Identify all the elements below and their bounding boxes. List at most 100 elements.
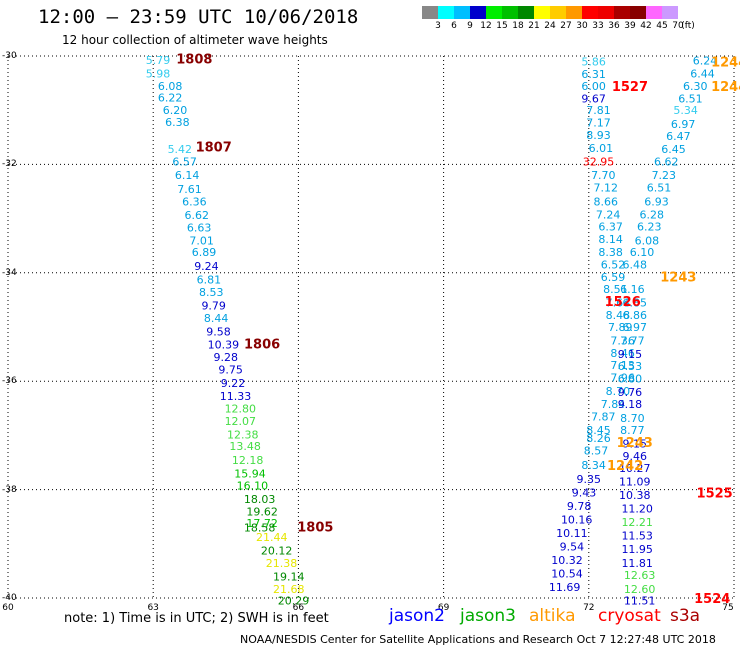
lon-tick-label: 69 bbox=[437, 603, 450, 613]
legend-swatch bbox=[534, 6, 550, 19]
wave-height-value: 8.53 bbox=[199, 286, 224, 299]
satellite-cryosat: cryosat bbox=[598, 606, 661, 626]
legend-swatch bbox=[438, 6, 454, 19]
wave-height-value: 6.36 bbox=[182, 195, 207, 208]
wave-height-value: 5.79 bbox=[146, 54, 171, 67]
legend-swatch bbox=[630, 6, 646, 19]
wave-height-value: 20.12 bbox=[261, 544, 293, 557]
legend-swatch bbox=[550, 6, 566, 19]
wave-height-value: 6.10 bbox=[630, 246, 655, 259]
wave-height-value: 6.01 bbox=[589, 142, 614, 155]
wave-height-value: 8.34 bbox=[581, 459, 606, 472]
wave-height-value: 6.62 bbox=[185, 209, 210, 222]
wave-height-value: 6.22 bbox=[158, 92, 183, 105]
wave-height-value: 6.97 bbox=[671, 118, 696, 131]
wave-height-value: 32.95 bbox=[583, 156, 615, 169]
lat-tick-label: -34 bbox=[2, 267, 17, 278]
wave-height-value: 7.87 bbox=[591, 410, 616, 423]
pass-time-label: 1243 bbox=[617, 436, 653, 451]
wave-height-value: 9.54 bbox=[560, 541, 585, 554]
wave-height-value: 8.46 bbox=[610, 347, 635, 360]
pass-time-label: 1524 bbox=[694, 592, 730, 607]
wave-height-value: 8.48 bbox=[606, 309, 631, 322]
legend-swatch bbox=[422, 6, 438, 19]
wave-height-value: 11.51 bbox=[624, 595, 656, 608]
wave-height-value: 17.72 bbox=[246, 517, 278, 530]
legend-label: 70 bbox=[672, 21, 684, 31]
wave-height-value: 8.26 bbox=[586, 432, 611, 445]
pass-time-label: 1807 bbox=[196, 141, 232, 156]
wave-height-value: 7.81 bbox=[586, 104, 611, 117]
wave-height-value: 6.85 bbox=[623, 297, 648, 310]
wave-height-value: 6.51 bbox=[678, 92, 703, 105]
legend-swatch bbox=[502, 6, 518, 19]
legend-label: 30 bbox=[576, 21, 588, 31]
wave-height-value: 5.98 bbox=[146, 67, 171, 80]
wave-height-value: 19.62 bbox=[246, 505, 278, 518]
legend-swatch bbox=[614, 6, 630, 19]
lon-tick-label: 66 bbox=[292, 603, 305, 613]
wave-height-value: 6.48 bbox=[623, 259, 648, 272]
pass-time-label: 1806 bbox=[244, 337, 280, 352]
wave-height-value: 6.30 bbox=[683, 80, 708, 93]
wave-height-value: 11.33 bbox=[220, 390, 252, 403]
wave-height-value: 11.53 bbox=[621, 530, 653, 543]
wave-height-value: 7.84 bbox=[601, 398, 626, 411]
legend-label: 12 bbox=[480, 21, 492, 31]
wave-height-value: 9.58 bbox=[206, 325, 231, 338]
page-title: 12:00 – 23:59 UTC 10/06/2018 bbox=[38, 6, 359, 28]
legend-label: 3 bbox=[435, 21, 441, 31]
pass-time-label: 1242 bbox=[607, 459, 643, 474]
wave-height-value: 6.89 bbox=[192, 246, 217, 259]
wave-height-value: 9.22 bbox=[221, 377, 246, 390]
wave-height-value: 12.18 bbox=[232, 454, 264, 467]
wave-height-value: 6.57 bbox=[172, 156, 197, 169]
wave-height-value: 9.46 bbox=[623, 450, 648, 463]
wave-height-value: 10.38 bbox=[619, 489, 651, 502]
legend-label: 33 bbox=[592, 21, 604, 31]
wave-height-value: 7.36 bbox=[610, 335, 635, 348]
lat-tick-label: -38 bbox=[2, 484, 17, 495]
wave-height-value: 9.76 bbox=[618, 386, 643, 399]
legend-swatch bbox=[518, 6, 534, 19]
legend-label: 36 bbox=[608, 21, 620, 31]
wave-height-value: 19.14 bbox=[273, 570, 305, 583]
wave-height-value: 8.14 bbox=[598, 233, 623, 246]
legend-swatch bbox=[486, 6, 502, 19]
wave-height-value: 7.17 bbox=[586, 117, 611, 130]
legend-swatch bbox=[662, 6, 678, 19]
wave-height-value: 6.53 bbox=[618, 360, 643, 373]
wave-height-value: 6.93 bbox=[644, 195, 669, 208]
wave-height-value: 12.60 bbox=[624, 583, 656, 596]
wave-height-value: 6.47 bbox=[666, 130, 691, 143]
wave-height-value: 6.81 bbox=[197, 273, 222, 286]
wave-height-value: 6.62 bbox=[654, 156, 679, 169]
wave-height-value: 7.77 bbox=[620, 335, 645, 348]
wave-height-value: 9.43 bbox=[572, 486, 597, 499]
legend-swatch bbox=[566, 6, 582, 19]
wave-height-value: 12.21 bbox=[621, 516, 653, 529]
wave-height-value: 9.24 bbox=[194, 260, 219, 273]
pass-time-label: 1527 bbox=[612, 80, 648, 95]
wave-height-value: 9.79 bbox=[201, 299, 226, 312]
wave-height-value: 5.34 bbox=[673, 104, 698, 117]
wave-height-value: 18.58 bbox=[244, 522, 276, 535]
wave-height-value: 12.80 bbox=[225, 402, 257, 415]
wave-height-value: 5.86 bbox=[581, 55, 606, 68]
wave-height-value: 6.24 bbox=[693, 54, 718, 67]
pass-time-label: 1244 bbox=[711, 55, 740, 70]
wave-height-value: 6.14 bbox=[175, 169, 200, 182]
wave-height-value: 11.20 bbox=[621, 503, 653, 516]
wave-height-value: 10.11 bbox=[556, 527, 588, 540]
legend-label: 24 bbox=[544, 21, 556, 31]
wave-height-value: 7.01 bbox=[189, 234, 214, 247]
wave-height-value: 7.23 bbox=[652, 169, 677, 182]
wave-height-value: 8.66 bbox=[593, 195, 618, 208]
wave-height-value: 6.16 bbox=[620, 283, 645, 296]
wave-height-value: 6.23 bbox=[637, 221, 662, 234]
wave-height-value: 7.64 bbox=[606, 297, 631, 310]
wave-height-value: 9.35 bbox=[577, 473, 602, 486]
wave-height-value: 6.45 bbox=[661, 143, 686, 156]
wave-height-value: 12.38 bbox=[227, 428, 259, 441]
wave-height-value: 13.48 bbox=[229, 440, 261, 453]
